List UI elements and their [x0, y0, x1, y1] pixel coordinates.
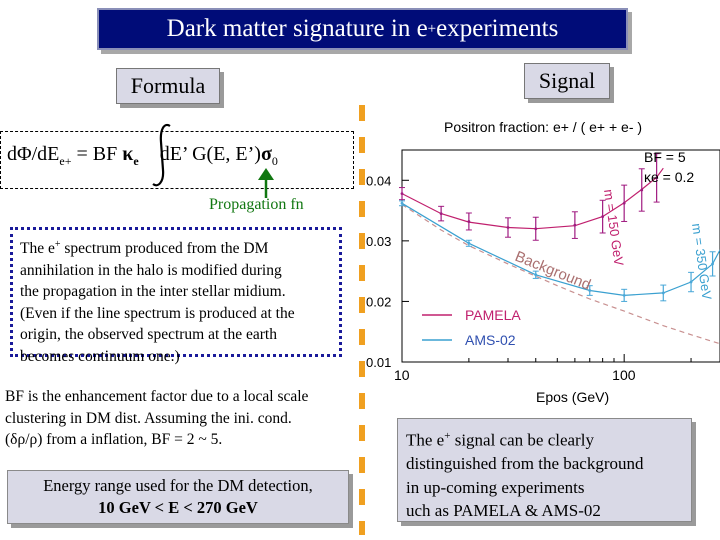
bf-note-line: (δρ/ρ) from a inflation, BF = 2 ~ 5. — [5, 431, 223, 448]
signal-line1-suffix: signal can be clearly — [450, 430, 594, 450]
data-point — [622, 293, 626, 297]
formula-sigma-sub: 0 — [271, 154, 278, 168]
signal-line: distinguished from the background — [406, 454, 644, 474]
data-point — [661, 291, 665, 295]
data-point — [467, 241, 471, 245]
plot-frame — [401, 149, 720, 363]
title-sup: + — [427, 20, 437, 37]
energy-range-line2: 10 GeV < E < 270 GeV — [98, 498, 258, 517]
title-prefix: Dark matter signature in e — [166, 15, 428, 42]
formula-kappa-sub: e — [133, 154, 139, 168]
data-point — [655, 176, 659, 180]
annotation-bf: BF = 5 — [644, 149, 686, 165]
x-axis-label: Epos (GeV) — [536, 389, 609, 405]
x-tick-label: 10 — [394, 367, 410, 383]
signal-line: in up-coming experiments — [406, 477, 585, 497]
description-line: origin, the observed spectrum at the ear… — [20, 326, 277, 344]
data-point — [400, 192, 404, 196]
data-point — [588, 289, 592, 292]
chart-title: Positron fraction: e+ / ( e+ + e- ) — [444, 119, 642, 135]
data-point — [534, 273, 538, 277]
data-point — [640, 188, 644, 192]
signal-line1-sup: + — [444, 430, 451, 442]
signal-label: Signal — [524, 63, 610, 99]
slide-title: Dark matter signature in e + experiments — [97, 8, 628, 50]
series-line — [401, 203, 720, 345]
description-line: the propagation in the inter stellar mid… — [20, 283, 286, 301]
legend-ams: AMS-02 — [465, 332, 516, 348]
formula-lhs: dΦ/dE — [7, 143, 60, 165]
description-line1-sup: + — [54, 239, 61, 250]
propagation-label: Propagation fn — [209, 196, 304, 213]
data-point — [573, 223, 577, 227]
y-tick-label: 0.01 — [366, 355, 391, 370]
signal-text-box: The e+ signal can be clearly distinguish… — [397, 418, 692, 522]
data-point — [622, 201, 626, 205]
formula-box — [0, 131, 354, 189]
bf-note-line: BF is the enhancement factor due to a lo… — [5, 388, 309, 405]
data-point — [689, 280, 693, 284]
data-point — [506, 226, 510, 229]
annotation-m150: m = 150 GeV — [601, 188, 627, 267]
description-line: (Even if the line spectrum is produced a… — [20, 304, 295, 322]
x-tick-label: 100 — [612, 367, 636, 383]
description-line1-prefix: The e — [20, 240, 55, 258]
formula-eq: = BF — [71, 143, 123, 165]
propagation-arrow-icon — [258, 168, 274, 198]
bf-note: BF is the enhancement factor due to a lo… — [5, 386, 308, 451]
description-line: annihilation in the halo is modified dur… — [20, 261, 282, 279]
y-tick-label: 0.04 — [366, 173, 391, 188]
formula-lhs-sub: e+ — [59, 154, 72, 168]
formula-rhs: dE’ G(E, E’) — [154, 143, 261, 165]
annotation-kappa: κe = 0.2 — [644, 169, 694, 185]
signal-line1-prefix: The e — [406, 430, 445, 450]
data-point — [400, 201, 404, 205]
data-point — [711, 262, 714, 266]
data-point — [439, 212, 443, 215]
title-suffix: experiments — [436, 15, 559, 42]
data-point — [534, 227, 538, 231]
description-line1-suffix: spectrum produced from the DM — [60, 240, 269, 258]
description-line: becomes continuum one.) — [20, 347, 180, 365]
energy-range-line1: Energy range used for the DM detection, — [43, 476, 313, 495]
legend-pamela: PAMELA — [465, 307, 521, 323]
description-box: The e+ spectrum produced from the DM ann… — [10, 227, 342, 365]
signal-line: The e+ signal can be clearly — [406, 425, 683, 452]
integral-sign — [152, 123, 171, 187]
formula-kappa: κ — [122, 143, 134, 165]
y-tick-label: 0.02 — [366, 294, 391, 309]
formula-text: dΦ/dEe+ = BF κe dE’ G(E, E’)σ0 — [7, 143, 278, 169]
signal-line: uch as PAMELA & AMS-02 — [406, 501, 601, 521]
divider-dashed-line — [359, 105, 365, 535]
y-tick-label: 0.03 — [366, 234, 391, 249]
formula-sigma: σ — [260, 143, 272, 165]
annotation-m350: m = 350 GeV — [689, 222, 715, 301]
description-line: The e+ spectrum produced from the DM — [20, 234, 333, 260]
formula-label: Formula — [116, 68, 220, 104]
positron-fraction-chart: Positron fraction: e+ / ( e+ + e- ) 0.01… — [366, 119, 720, 405]
bf-note-line: clustering in DM dist. Assuming the ini.… — [5, 409, 292, 427]
energy-range-box: Energy range used for the DM detection, … — [7, 470, 349, 524]
data-point — [467, 220, 471, 223]
data-point — [601, 215, 605, 219]
